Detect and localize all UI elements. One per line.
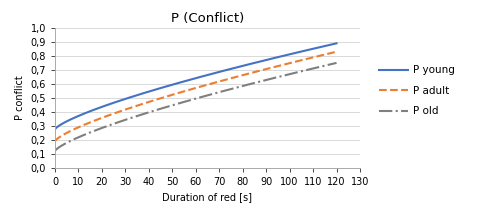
P old xyxy=(283,74,289,76)
Y-axis label: P conflict: P conflict xyxy=(15,75,25,120)
P old xyxy=(188,99,194,101)
P old xyxy=(186,99,192,102)
X-axis label: Duration of red [s]: Duration of red [s] xyxy=(162,192,252,202)
P young xyxy=(283,54,289,57)
Legend: P young, P adult, P old: P young, P adult, P old xyxy=(374,61,459,120)
P old xyxy=(334,61,340,64)
P old xyxy=(52,150,58,152)
P adult xyxy=(188,88,194,91)
Line: P adult: P adult xyxy=(55,52,336,141)
P young xyxy=(220,70,226,72)
Title: P (Conflict): P (Conflict) xyxy=(171,12,244,25)
P adult xyxy=(204,83,210,86)
P adult xyxy=(334,51,340,53)
P adult xyxy=(283,63,289,65)
P adult xyxy=(327,52,333,55)
P young xyxy=(204,74,210,76)
Line: P young: P young xyxy=(55,43,336,129)
Line: P old: P old xyxy=(55,63,336,151)
P young xyxy=(52,128,58,131)
P old xyxy=(220,90,226,93)
P young xyxy=(188,78,194,81)
P young xyxy=(334,42,340,45)
P adult xyxy=(186,89,192,91)
P young xyxy=(186,79,192,81)
P old xyxy=(204,94,210,97)
P adult xyxy=(52,140,58,143)
P old xyxy=(327,63,333,66)
P adult xyxy=(220,79,226,82)
P young xyxy=(327,44,333,46)
